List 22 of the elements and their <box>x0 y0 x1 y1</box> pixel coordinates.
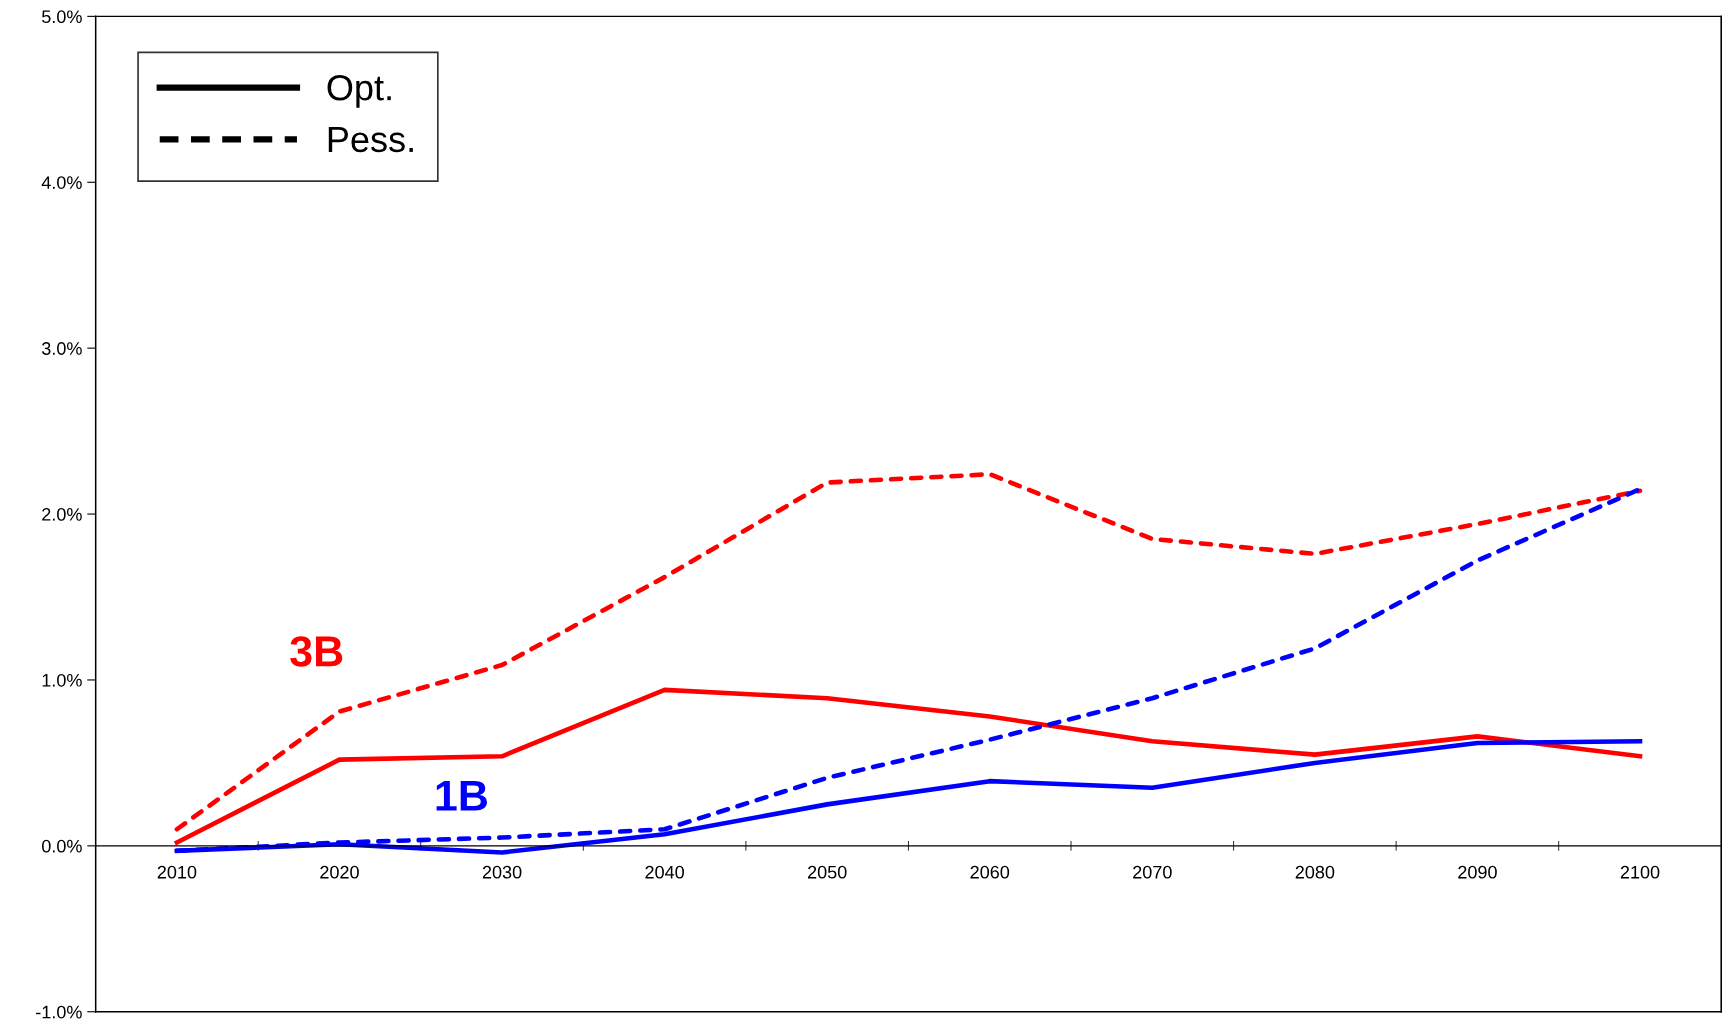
x-tick-label: 2090 <box>1458 865 1497 879</box>
text: 3B <box>290 636 343 667</box>
series-label: 1B <box>436 780 487 811</box>
x-tick-label: 2010 <box>157 865 197 879</box>
y-tick-label: 2.0% <box>42 507 82 521</box>
x-tick-label: 2040 <box>645 865 684 879</box>
x-tick-label: 2020 <box>320 865 359 879</box>
annotation: Opt. <box>327 74 391 108</box>
y-tick-label: 1.0% <box>42 673 82 687</box>
y-tick-label: 3.0% <box>41 342 82 355</box>
y-tick-label: -1.0% <box>36 1005 82 1019</box>
y-tick-label: 4.0% <box>41 176 82 189</box>
line-series <box>174 687 1643 845</box>
x-tick-label: 2050 <box>808 865 847 879</box>
x-tick-label: 2080 <box>1295 865 1335 879</box>
x-tick-label: 2070 <box>1133 865 1172 879</box>
x-tick-label: 2100 <box>1620 865 1660 879</box>
y-tick-label: 0.0% <box>41 839 82 853</box>
annotation: Pess. <box>328 127 413 153</box>
y-tick-label: 5.0% <box>42 10 82 24</box>
x-tick-label: 2060 <box>970 865 1010 879</box>
x-tick-label: 2030 <box>482 865 522 879</box>
